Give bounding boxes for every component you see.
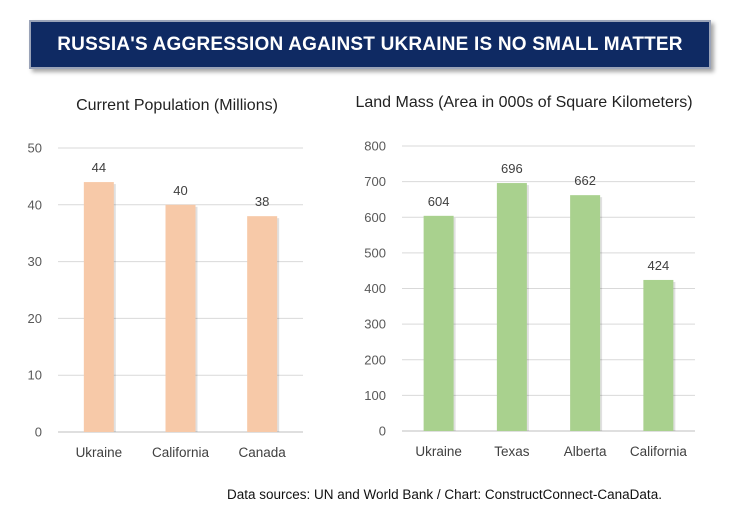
data-source-note: Data sources: UN and World Bank / Chart:… bbox=[227, 487, 662, 502]
population-category-label: Ukraine bbox=[76, 445, 123, 460]
land-mass-bar bbox=[496, 183, 527, 431]
population-chart: Current Population (Millions) 0 10 20 30 40 5… bbox=[28, 97, 303, 460]
population-y-tick-label: 40 bbox=[28, 197, 42, 212]
land-mass-category-label: Alberta bbox=[564, 444, 607, 459]
land-mass-category-label: Ukraine bbox=[415, 444, 462, 459]
population-bar bbox=[83, 182, 114, 432]
title-banner: RUSSIA'S AGGRESSION AGAINST UKRAINE IS N… bbox=[29, 20, 711, 69]
land-mass-y-tick-label: 200 bbox=[364, 352, 386, 367]
population-y-tick-label: 50 bbox=[28, 141, 42, 156]
population-category-label: California bbox=[152, 445, 210, 460]
land-mass-bar bbox=[423, 215, 454, 431]
population-y-tick-label: 0 bbox=[35, 425, 42, 440]
population-data-label: 38 bbox=[255, 194, 269, 209]
population-bar bbox=[247, 216, 278, 432]
population-y-tick-label: 30 bbox=[28, 254, 42, 269]
land-mass-y-tick-label: 800 bbox=[364, 139, 386, 154]
population-bar bbox=[165, 204, 196, 432]
population-data-label: 44 bbox=[92, 160, 106, 175]
land-mass-data-label: 696 bbox=[501, 161, 523, 176]
land-mass-y-tick-label: 300 bbox=[364, 317, 386, 332]
land-mass-category-label: California bbox=[630, 444, 688, 459]
land-mass-chart-title: Land Mass (Area in 000s of Square Kilome… bbox=[355, 94, 692, 111]
land-mass-data-label: 424 bbox=[648, 258, 670, 273]
population-chart-title: Current Population (Millions) bbox=[76, 97, 278, 114]
land-mass-y-tick-label: 100 bbox=[364, 388, 386, 403]
land-mass-data-label: 604 bbox=[428, 194, 450, 209]
population-data-label: 40 bbox=[173, 183, 187, 198]
land-mass-y-tick-label: 400 bbox=[364, 281, 386, 296]
land-mass-chart: Land Mass (Area in 000s of Square Kilome… bbox=[355, 94, 695, 459]
banner-title: RUSSIA'S AGGRESSION AGAINST UKRAINE IS N… bbox=[57, 33, 683, 55]
population-y-tick-label: 20 bbox=[28, 311, 42, 326]
land-mass-data-label: 662 bbox=[574, 173, 596, 188]
land-mass-bar bbox=[643, 279, 674, 431]
land-mass-y-tick-label: 600 bbox=[364, 210, 386, 225]
population-category-label: Canada bbox=[239, 445, 287, 460]
land-mass-y-tick-label: 700 bbox=[364, 174, 386, 189]
land-mass-bar bbox=[570, 195, 601, 431]
land-mass-category-label: Texas bbox=[494, 444, 530, 459]
land-mass-y-tick-label: 0 bbox=[379, 424, 386, 439]
population-y-tick-label: 10 bbox=[28, 368, 42, 383]
land-mass-y-tick-label: 500 bbox=[364, 245, 386, 260]
